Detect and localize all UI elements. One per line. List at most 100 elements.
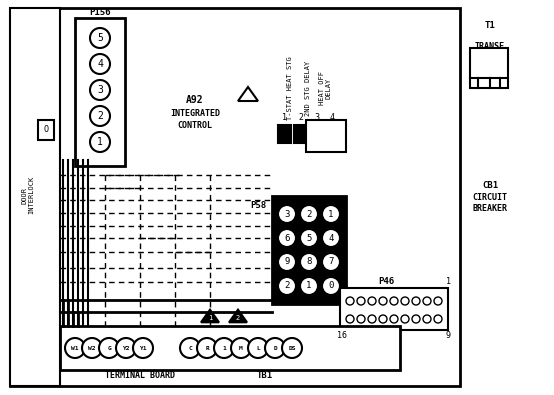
Circle shape: [248, 338, 268, 358]
Bar: [278, 125, 291, 143]
Text: W2: W2: [88, 346, 96, 350]
Circle shape: [90, 106, 110, 126]
Text: CIRCUIT: CIRCUIT: [473, 192, 507, 201]
Circle shape: [357, 315, 365, 323]
Polygon shape: [238, 87, 258, 101]
Bar: [306, 120, 346, 152]
Bar: [294, 125, 307, 143]
Text: R: R: [205, 346, 209, 350]
Text: 2: 2: [236, 315, 240, 321]
Circle shape: [90, 132, 110, 152]
Text: P156: P156: [89, 8, 111, 17]
Circle shape: [346, 315, 354, 323]
Circle shape: [368, 315, 376, 323]
Text: T1: T1: [485, 21, 495, 30]
Text: P58: P58: [250, 201, 266, 209]
Text: 9: 9: [284, 258, 290, 267]
Bar: [470, 48, 508, 88]
Text: INTEGRATED: INTEGRATED: [170, 109, 220, 117]
Bar: [60, 326, 400, 370]
Text: 0: 0: [329, 282, 334, 290]
Circle shape: [99, 338, 119, 358]
Circle shape: [90, 54, 110, 74]
Circle shape: [197, 338, 217, 358]
Circle shape: [412, 297, 420, 305]
Circle shape: [90, 28, 110, 48]
Text: 2: 2: [97, 111, 103, 121]
Circle shape: [423, 315, 431, 323]
Text: P46: P46: [378, 278, 394, 286]
Text: 1: 1: [329, 209, 334, 218]
Circle shape: [379, 315, 387, 323]
Text: 3: 3: [284, 209, 290, 218]
Circle shape: [278, 277, 296, 295]
Circle shape: [265, 338, 285, 358]
Text: 3: 3: [314, 113, 319, 122]
Bar: [75, 18, 125, 166]
Circle shape: [300, 253, 318, 271]
Text: TERMINAL BOARD: TERMINAL BOARD: [105, 372, 175, 380]
Text: 2: 2: [306, 209, 312, 218]
Bar: [310, 125, 323, 143]
Circle shape: [278, 205, 296, 223]
Text: 7: 7: [329, 258, 334, 267]
Text: 1: 1: [306, 282, 312, 290]
Text: BREAKER: BREAKER: [473, 203, 507, 213]
Text: 2: 2: [284, 282, 290, 290]
Text: 8: 8: [306, 258, 312, 267]
Text: Y1: Y1: [139, 346, 147, 350]
Text: TB1: TB1: [257, 372, 273, 380]
Circle shape: [278, 229, 296, 247]
Circle shape: [368, 297, 376, 305]
Text: T-STAT HEAT STG: T-STAT HEAT STG: [287, 56, 293, 120]
Bar: [326, 125, 339, 143]
Circle shape: [346, 297, 354, 305]
Text: DS: DS: [288, 346, 296, 350]
Text: L: L: [256, 346, 260, 350]
Circle shape: [214, 338, 234, 358]
Text: W1: W1: [71, 346, 79, 350]
Text: M: M: [239, 346, 243, 350]
Circle shape: [434, 297, 442, 305]
Text: 9: 9: [445, 331, 450, 339]
Circle shape: [300, 205, 318, 223]
Text: DOOR
INTERLOCK: DOOR INTERLOCK: [22, 176, 34, 214]
Text: 3: 3: [97, 85, 103, 95]
Circle shape: [434, 315, 442, 323]
Text: 1: 1: [282, 113, 287, 122]
Text: CONTROL: CONTROL: [177, 120, 213, 130]
Text: 1: 1: [208, 315, 212, 321]
Circle shape: [390, 297, 398, 305]
Circle shape: [401, 297, 409, 305]
Circle shape: [90, 80, 110, 100]
Circle shape: [423, 297, 431, 305]
Circle shape: [322, 229, 340, 247]
Text: A92: A92: [186, 95, 204, 105]
Text: 2ND STG DELAY: 2ND STG DELAY: [305, 60, 311, 116]
Text: O: O: [44, 126, 49, 135]
Polygon shape: [201, 310, 219, 322]
Circle shape: [300, 229, 318, 247]
Text: 8: 8: [340, 278, 345, 286]
Text: 1: 1: [222, 346, 226, 350]
Text: C: C: [188, 346, 192, 350]
Circle shape: [180, 338, 200, 358]
Circle shape: [401, 315, 409, 323]
Text: D: D: [273, 346, 277, 350]
Circle shape: [390, 315, 398, 323]
Circle shape: [357, 297, 365, 305]
Polygon shape: [229, 310, 247, 322]
Circle shape: [278, 253, 296, 271]
Text: TRANSF: TRANSF: [475, 41, 505, 51]
Circle shape: [133, 338, 153, 358]
Circle shape: [322, 277, 340, 295]
Bar: [272, 196, 346, 304]
Text: HEAT OFF
DELAY: HEAT OFF DELAY: [319, 71, 331, 105]
Text: 1: 1: [445, 278, 450, 286]
Bar: [10, 8, 460, 386]
Text: G: G: [107, 346, 111, 350]
Bar: [10, 8, 60, 386]
Circle shape: [82, 338, 102, 358]
Text: 5: 5: [306, 233, 312, 243]
Text: 6: 6: [284, 233, 290, 243]
